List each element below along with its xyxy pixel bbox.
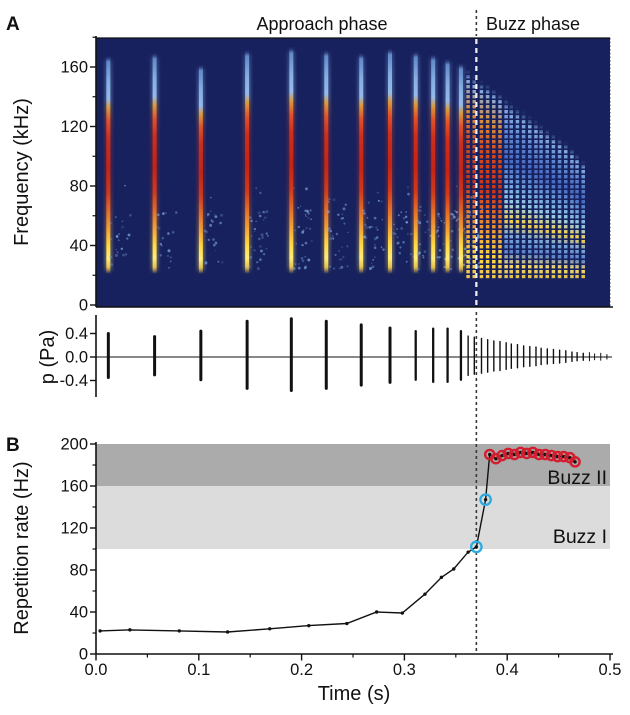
approach-phase-label: Approach phase (256, 14, 387, 34)
svg-text:80: 80 (70, 178, 88, 196)
panel-b-axes: 0 40 80 120 160 200 0.0 0.1 0.2 0.3 0.4 0.5 (60, 436, 621, 680)
svg-text:40: 40 (70, 237, 88, 255)
svg-text:40: 40 (70, 604, 88, 622)
spectrogram-frame (96, 37, 613, 308)
spectrogram-calls (104, 46, 585, 279)
svg-text:160: 160 (60, 478, 88, 496)
svg-text:0: 0 (79, 297, 88, 315)
svg-text:0: 0 (79, 646, 88, 664)
buzz-bands (96, 444, 610, 549)
spectrogram-background (96, 38, 610, 307)
svg-text:160: 160 (60, 59, 88, 77)
svg-text:0.2: 0.2 (290, 661, 313, 679)
pressure-axis-title: p (Pa) (37, 330, 59, 384)
svg-text:0.0: 0.0 (65, 349, 88, 367)
waveform-panel: 0.4 0.0 -0.4 p (Pa) (37, 315, 612, 397)
svg-text:200: 200 (60, 436, 88, 454)
svg-text:-0.4: -0.4 (60, 372, 88, 390)
svg-text:80: 80 (70, 562, 88, 580)
svg-text:0.1: 0.1 (187, 661, 210, 679)
repetition-rate-axis-title: Repetition rate (Hz) (11, 461, 33, 634)
panel-a: A Approach phase Buzz phase 04080120160 … (6, 10, 613, 315)
repetition-rate-series (98, 446, 581, 634)
waveform-trace (96, 317, 612, 393)
time-axis-title: Time (s) (318, 683, 391, 705)
buzz-phase-label: Buzz phase (486, 14, 580, 34)
pressure-axis: 0.4 0.0 -0.4 (60, 315, 97, 397)
panel-a-label: A (6, 14, 20, 35)
svg-text:0.4: 0.4 (65, 325, 88, 343)
buzz-1-band-label: Buzz I (553, 526, 607, 548)
buzz-2-band-label: Buzz II (547, 467, 607, 489)
svg-text:0.4: 0.4 (496, 661, 519, 679)
svg-text:0.5: 0.5 (599, 661, 622, 679)
frequency-axis-title: Frequency (kHz) (11, 98, 33, 246)
svg-text:0.0: 0.0 (85, 661, 108, 679)
panel-b-label: B (6, 435, 20, 456)
frequency-axis: 0 40 80 120 160 (60, 36, 97, 315)
panel-b: B 0 40 80 120 160 200 0.0 0.1 0.2 0.3 0.4 0.5 Buzz … (6, 312, 621, 705)
svg-text:120: 120 (60, 520, 88, 538)
svg-text:0.3: 0.3 (393, 661, 416, 679)
svg-text:120: 120 (60, 118, 88, 136)
